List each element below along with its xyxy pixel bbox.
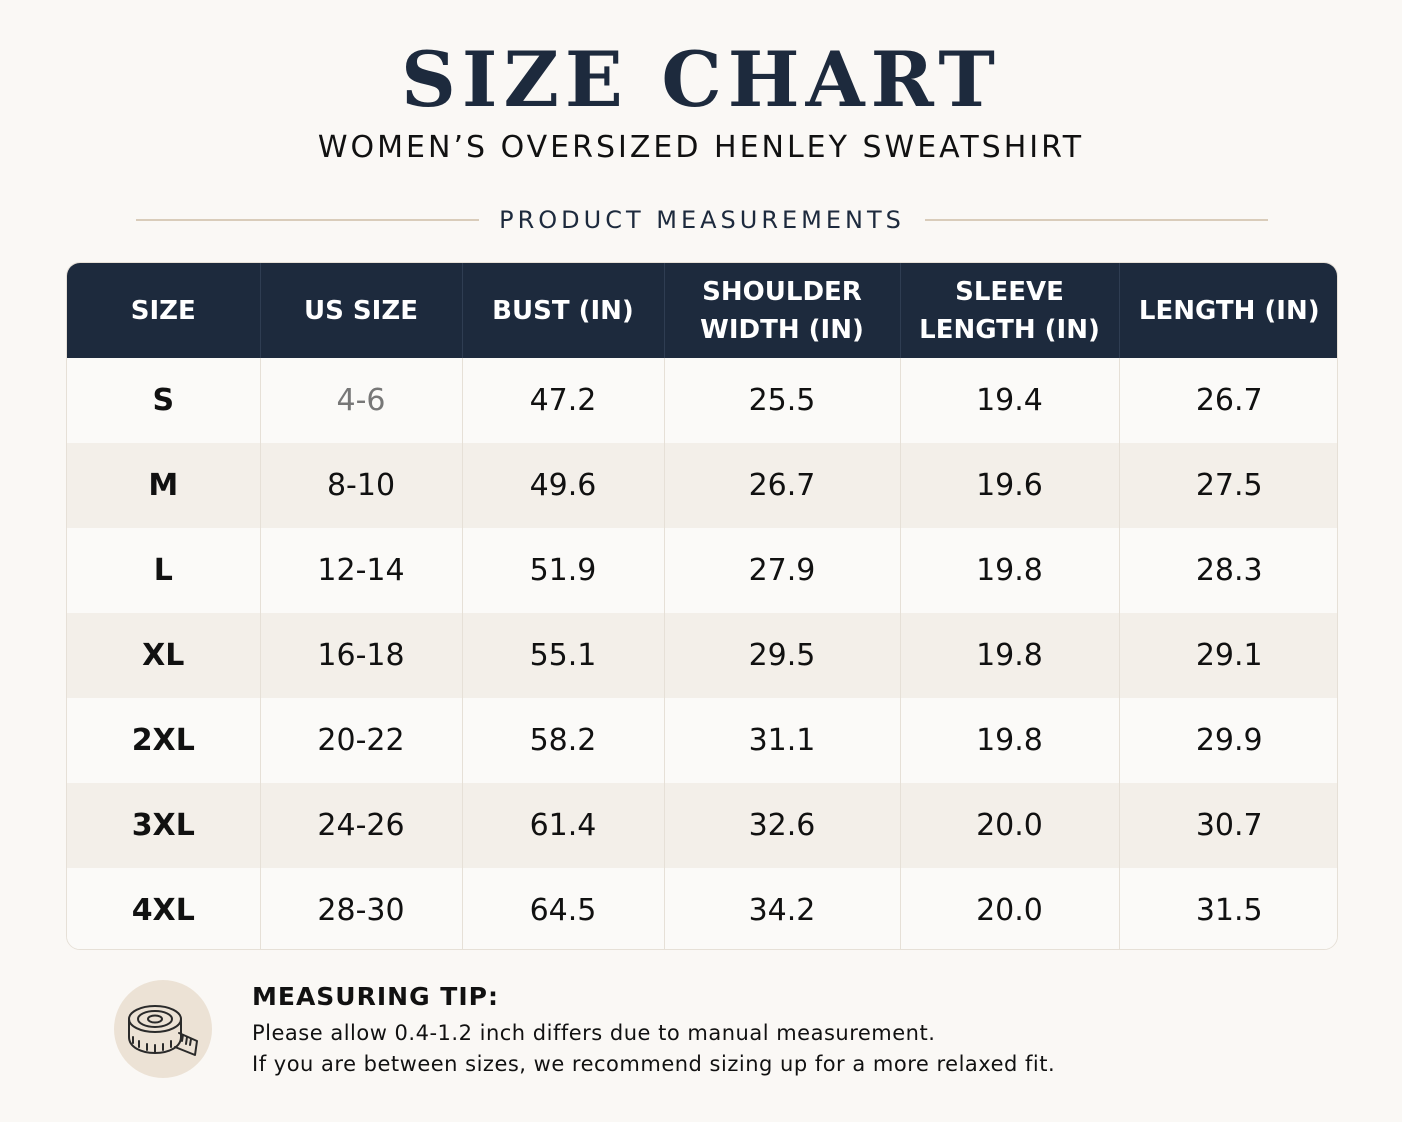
column-header-sleeve-length: SLEEVE LENGTH (IN) <box>900 263 1120 358</box>
sleeve-length-cell: 19.8 <box>900 698 1120 783</box>
table-row: L 12-14 51.9 27.9 19.8 28.3 <box>67 528 1337 613</box>
size-cell: S <box>67 358 261 443</box>
shoulder-width-cell: 34.2 <box>664 868 901 949</box>
bust-cell: 51.9 <box>462 528 665 613</box>
us-size-cell: 16-18 <box>260 613 463 698</box>
size-cell: L <box>67 528 261 613</box>
column-header-shoulder-width: SHOULDER WIDTH (IN) <box>664 263 901 358</box>
divider-left <box>136 219 480 221</box>
sleeve-length-cell: 19.4 <box>900 358 1120 443</box>
tip-text-line-2: If you are between sizes, we recommend s… <box>252 1052 1056 1076</box>
column-header-bust: BUST (IN) <box>462 263 665 358</box>
table-header-row: SIZE US SIZE BUST (IN) SHOULDER WIDTH (I… <box>67 263 1337 358</box>
size-cell: 4XL <box>67 868 261 949</box>
us-size-cell: 8-10 <box>260 443 463 528</box>
us-size-cell: 12-14 <box>260 528 463 613</box>
shoulder-width-cell: 32.6 <box>664 783 901 868</box>
tip-text-line-1: Please allow 0.4-1.2 inch differs due to… <box>252 1021 936 1045</box>
bust-cell: 47.2 <box>462 358 665 443</box>
sleeve-length-cell: 20.0 <box>900 783 1120 868</box>
length-cell: 27.5 <box>1119 443 1337 528</box>
column-header-us-size: US SIZE <box>260 263 463 358</box>
table-row: S 4-6 47.2 25.5 19.4 26.7 <box>67 358 1337 443</box>
column-header-size: SIZE <box>67 263 261 358</box>
section-label: PRODUCT MEASUREMENTS <box>499 206 905 234</box>
size-cell: XL <box>67 613 261 698</box>
table-row: 2XL 20-22 58.2 31.1 19.8 29.9 <box>67 698 1337 783</box>
shoulder-width-cell: 26.7 <box>664 443 901 528</box>
bust-cell: 55.1 <box>462 613 665 698</box>
bust-cell: 49.6 <box>462 443 665 528</box>
page-subtitle: WOMEN’S OVERSIZED HENLEY SWEATSHIRT <box>317 130 1085 165</box>
us-size-cell: 24-26 <box>260 783 463 868</box>
us-size-cell: 20-22 <box>260 698 463 783</box>
sleeve-length-cell: 20.0 <box>900 868 1120 949</box>
table-row: 4XL 28-30 64.5 34.2 20.0 31.5 <box>67 868 1337 949</box>
table-row: 3XL 24-26 61.4 32.6 20.0 30.7 <box>67 783 1337 868</box>
size-cell: 3XL <box>67 783 261 868</box>
size-cell: 2XL <box>67 698 261 783</box>
length-cell: 29.1 <box>1119 613 1337 698</box>
bust-cell: 58.2 <box>462 698 665 783</box>
us-size-cell: 4-6 <box>260 358 463 443</box>
shoulder-width-cell: 25.5 <box>664 358 901 443</box>
page-title: SIZE CHART <box>401 35 1001 124</box>
measuring-tape-icon <box>114 980 212 1078</box>
length-cell: 28.3 <box>1119 528 1337 613</box>
length-cell: 31.5 <box>1119 868 1337 949</box>
length-cell: 30.7 <box>1119 783 1337 868</box>
length-cell: 29.9 <box>1119 698 1337 783</box>
shoulder-width-cell: 31.1 <box>664 698 901 783</box>
bust-cell: 64.5 <box>462 868 665 949</box>
sleeve-length-cell: 19.8 <box>900 613 1120 698</box>
tip-title: MEASURING TIP: <box>252 982 499 1011</box>
size-table: SIZE US SIZE BUST (IN) SHOULDER WIDTH (I… <box>66 262 1338 950</box>
size-cell: M <box>67 443 261 528</box>
table-row: M 8-10 49.6 26.7 19.6 27.5 <box>67 443 1337 528</box>
column-header-length: LENGTH (IN) <box>1119 263 1337 358</box>
bust-cell: 61.4 <box>462 783 665 868</box>
section-header: PRODUCT MEASUREMENTS <box>136 204 1268 236</box>
divider-right <box>924 219 1268 221</box>
sleeve-length-cell: 19.6 <box>900 443 1120 528</box>
length-cell: 26.7 <box>1119 358 1337 443</box>
shoulder-width-cell: 29.5 <box>664 613 901 698</box>
us-size-cell: 28-30 <box>260 868 463 949</box>
sleeve-length-cell: 19.8 <box>900 528 1120 613</box>
table-row: XL 16-18 55.1 29.5 19.8 29.1 <box>67 613 1337 698</box>
shoulder-width-cell: 27.9 <box>664 528 901 613</box>
